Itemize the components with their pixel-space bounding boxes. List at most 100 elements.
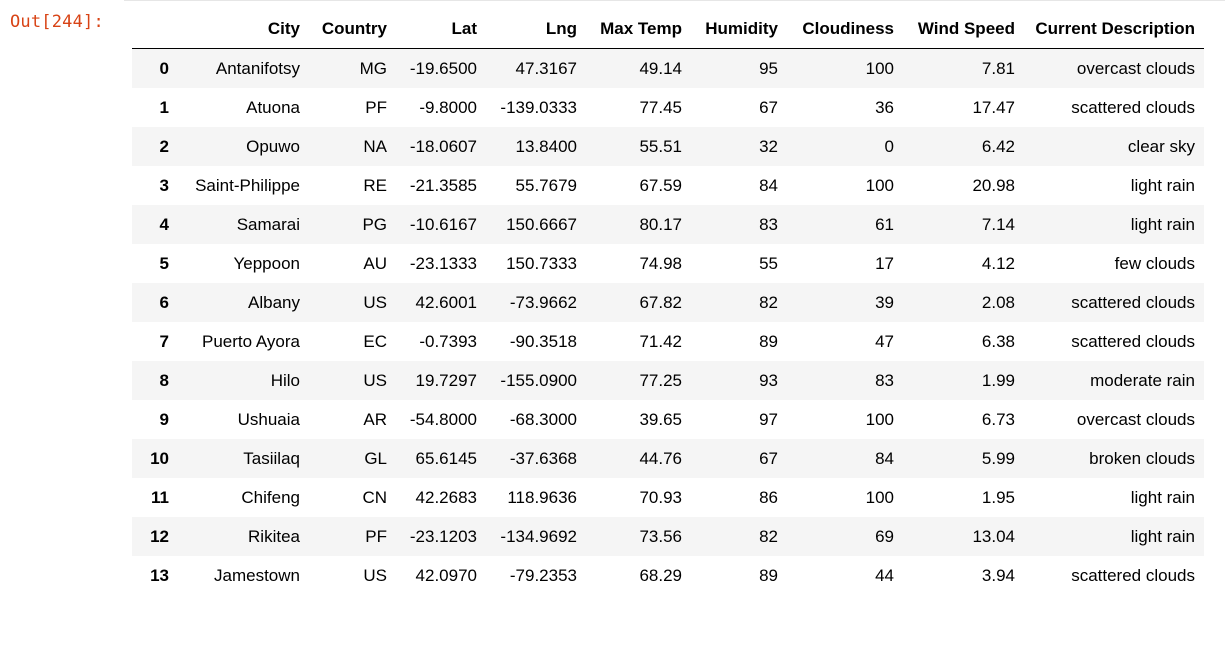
table-cell: US	[363, 566, 387, 585]
table-cell: CN	[362, 488, 387, 507]
table-cell: EC	[363, 332, 387, 351]
row-index: 9	[159, 410, 169, 429]
table-cell: 89	[759, 332, 778, 351]
table-cell: scattered clouds	[1071, 566, 1195, 585]
table-cell: Chifeng	[241, 488, 300, 507]
table-cell: Albany	[248, 293, 300, 312]
row-index: 4	[159, 215, 169, 234]
table-cell: -37.6368	[509, 449, 577, 468]
table-cell: Yeppoon	[233, 254, 300, 273]
table-cell: light rain	[1130, 215, 1195, 234]
table-cell: -68.3000	[509, 410, 577, 429]
row-index: 1	[159, 98, 169, 117]
table-cell: 42.0970	[415, 566, 477, 585]
row-index: 10	[150, 449, 169, 468]
table-row: 11 Chifeng CN 42.2683 118.9636 70.93 86 100 1.95…	[132, 478, 1204, 517]
table-cell: -0.7393	[419, 332, 477, 351]
table-cell: 84	[759, 176, 778, 195]
table-cell: 74.98	[639, 254, 682, 273]
table-cell: 80.17	[639, 215, 682, 234]
table-cell: -18.0607	[409, 137, 477, 156]
table-cell: 100	[865, 59, 894, 78]
row-index: 0	[159, 59, 169, 78]
table-cell: Tasiilaq	[243, 449, 300, 468]
table-cell: Rikitea	[248, 527, 300, 546]
table-cell: Jamestown	[214, 566, 300, 585]
column-header: Lat	[396, 10, 486, 49]
table-cell: GL	[364, 449, 387, 468]
table-row: 13 Jamestown US 42.0970 -79.2353 68.29 89 44 3.9…	[132, 556, 1204, 595]
table-cell: PG	[362, 215, 387, 234]
table-cell: 0	[884, 137, 894, 156]
table-cell: 77.25	[639, 371, 682, 390]
table-row: 3 Saint-Philippe RE -21.3585 55.7679 67.59 84 1…	[132, 166, 1204, 205]
table-cell: -79.2353	[509, 566, 577, 585]
table-cell: 44	[875, 566, 894, 585]
table-cell: 49.14	[639, 59, 682, 78]
table-cell: 77.45	[639, 98, 682, 117]
table-header: City Country Lat Lng Max Temp Humidity Cloudin…	[132, 10, 1204, 49]
row-index: 5	[159, 254, 169, 273]
table-cell: light rain	[1130, 176, 1195, 195]
table-cell: 82	[759, 527, 778, 546]
table-cell: 100	[865, 176, 894, 195]
table-cell: 150.7333	[506, 254, 577, 273]
table-cell: 13.8400	[515, 137, 577, 156]
table-cell: scattered clouds	[1071, 332, 1195, 351]
table-cell: 47	[875, 332, 894, 351]
table-cell: Antanifotsy	[215, 59, 300, 78]
table-cell: Hilo	[270, 371, 300, 390]
table-cell: -10.6167	[409, 215, 477, 234]
table-cell: -23.1333	[409, 254, 477, 273]
table-cell: light rain	[1130, 488, 1195, 507]
table-cell: 36	[875, 98, 894, 117]
table-cell: 3.94	[981, 566, 1015, 585]
column-header: Humidity	[691, 10, 787, 49]
table-cell: 1.95	[981, 488, 1015, 507]
table-cell: 55.7679	[515, 176, 577, 195]
table-cell: light rain	[1130, 527, 1195, 546]
table-cell: US	[363, 293, 387, 312]
table-cell: scattered clouds	[1071, 98, 1195, 117]
table-cell: 82	[759, 293, 778, 312]
table-cell: 97	[759, 410, 778, 429]
header-row: City Country Lat Lng Max Temp Humidity Cloudin…	[132, 10, 1204, 49]
table-row: 0 Antanifotsy MG -19.6500 47.3167 49.14 95 100 7…	[132, 48, 1204, 88]
column-header: Lng	[486, 10, 586, 49]
table-body: 0 Antanifotsy MG -19.6500 47.3167 49.14 95 100 7…	[132, 48, 1204, 595]
table-row: 1 Atuona PF -9.8000 -139.0333 77.45 67 36 17.47 s…	[132, 88, 1204, 127]
table-cell: 100	[865, 488, 894, 507]
table-cell: 100	[865, 410, 894, 429]
table-cell: few clouds	[1114, 254, 1195, 273]
table-cell: moderate rain	[1090, 371, 1195, 390]
row-index: 13	[150, 566, 169, 585]
table-cell: 42.2683	[415, 488, 477, 507]
table-cell: Opuwo	[246, 137, 300, 156]
table-cell: 61	[875, 215, 894, 234]
table-row: 5 Yeppoon AU -23.1333 150.7333 74.98 55 17 4.12 f…	[132, 244, 1204, 283]
table-cell: 71.42	[639, 332, 682, 351]
table-cell: -9.8000	[419, 98, 477, 117]
table-cell: 2.08	[981, 293, 1015, 312]
table-cell: 89	[759, 566, 778, 585]
table-cell: 4.12	[981, 254, 1015, 273]
index-header	[132, 10, 178, 49]
table-cell: 55.51	[639, 137, 682, 156]
table-cell: 39	[875, 293, 894, 312]
table-cell: MG	[359, 59, 387, 78]
table-cell: 55	[759, 254, 778, 273]
table-cell: 86	[759, 488, 778, 507]
column-header: Max Temp	[586, 10, 691, 49]
table-cell: 20.98	[972, 176, 1015, 195]
table-cell: 7.81	[981, 59, 1015, 78]
table-row: 4 Samarai PG -10.6167 150.6667 80.17 83 61 7.14 l…	[132, 205, 1204, 244]
table-cell: overcast clouds	[1076, 59, 1195, 78]
table-cell: Atuona	[246, 98, 300, 117]
table-cell: 67.59	[639, 176, 682, 195]
output-area: City Country Lat Lng Max Temp Humidity Cloudin…	[124, 0, 1225, 648]
table-cell: 6.38	[981, 332, 1015, 351]
table-cell: Puerto Ayora	[202, 332, 300, 351]
table-cell: -155.0900	[500, 371, 577, 390]
row-index: 8	[159, 371, 169, 390]
table-cell: 42.6001	[415, 293, 477, 312]
